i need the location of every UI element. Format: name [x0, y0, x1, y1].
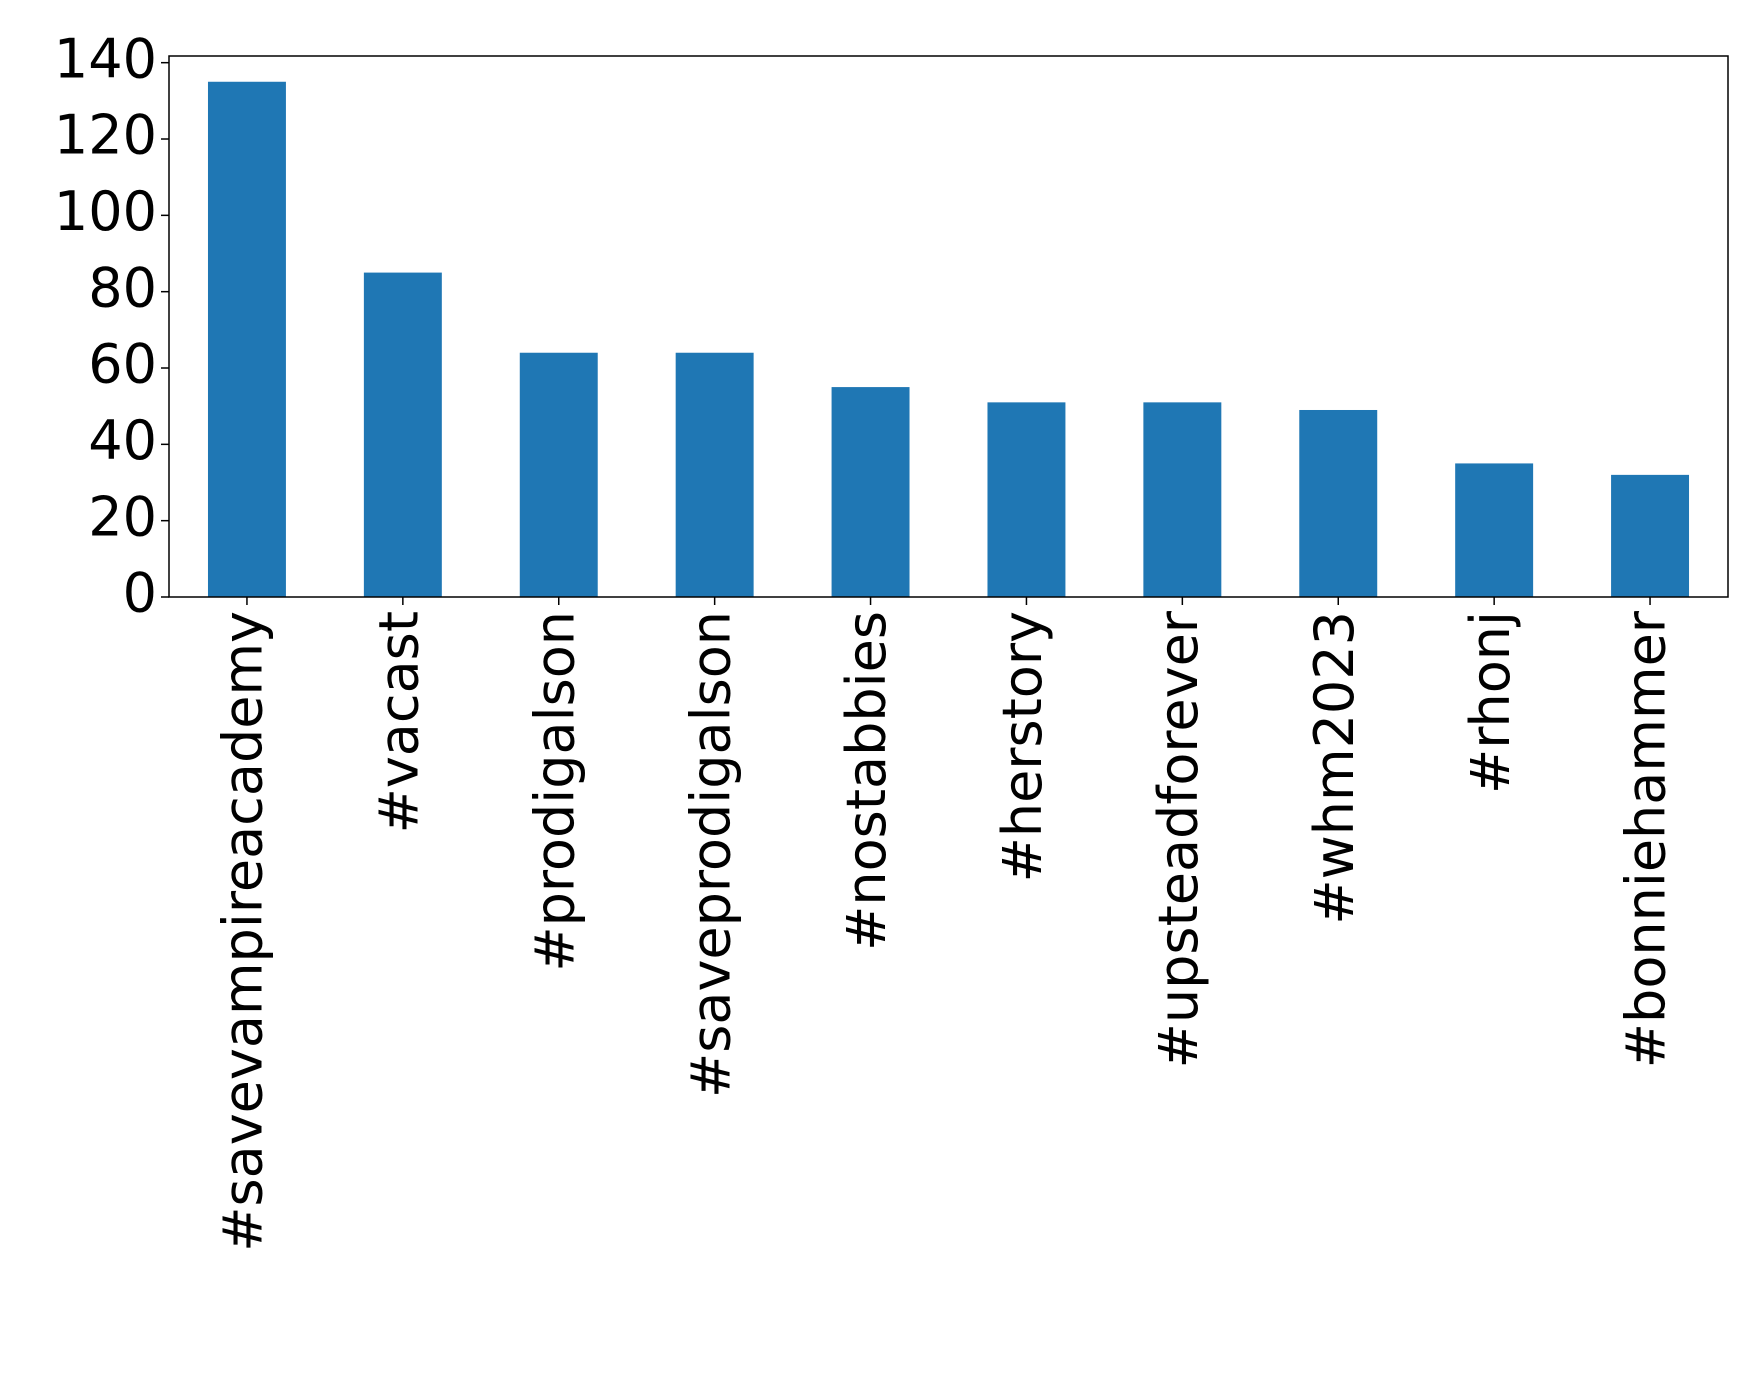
x-tick-label: #whm2023 — [1303, 611, 1366, 925]
x-tick-label: #savevampireacademy — [212, 611, 275, 1252]
x-tick-label: #nostabbies — [835, 611, 898, 951]
y-tick-label: 0 — [123, 562, 157, 625]
x-tick-label: #rhonj — [1459, 611, 1522, 794]
bar — [987, 402, 1066, 597]
y-tick-label: 60 — [88, 333, 157, 396]
plot-frame — [168, 55, 1729, 598]
bar — [363, 272, 442, 597]
y-tick-label: 20 — [88, 485, 157, 548]
y-tick-label: 80 — [88, 256, 157, 319]
bar — [1299, 409, 1378, 597]
bar — [519, 352, 598, 597]
x-tick-label: #saveprodigalson — [679, 611, 742, 1098]
x-tick-label: #herstory — [991, 611, 1054, 882]
y-tick-label: 40 — [88, 409, 157, 472]
bar — [207, 81, 286, 597]
x-tick-label: #bonniehammer — [1615, 610, 1678, 1068]
bar — [1455, 463, 1534, 597]
bar — [831, 387, 910, 597]
x-tick-label: #vacast — [367, 611, 430, 833]
x-tick-label: #upsteadforever — [1147, 610, 1210, 1068]
y-tick-label: 140 — [54, 27, 157, 90]
x-tick-label: #prodigalson — [523, 611, 586, 972]
bar — [1143, 402, 1222, 597]
bar — [1611, 474, 1690, 597]
bar — [675, 352, 754, 597]
y-tick-label: 120 — [54, 104, 157, 167]
y-tick-label: 100 — [54, 180, 157, 243]
